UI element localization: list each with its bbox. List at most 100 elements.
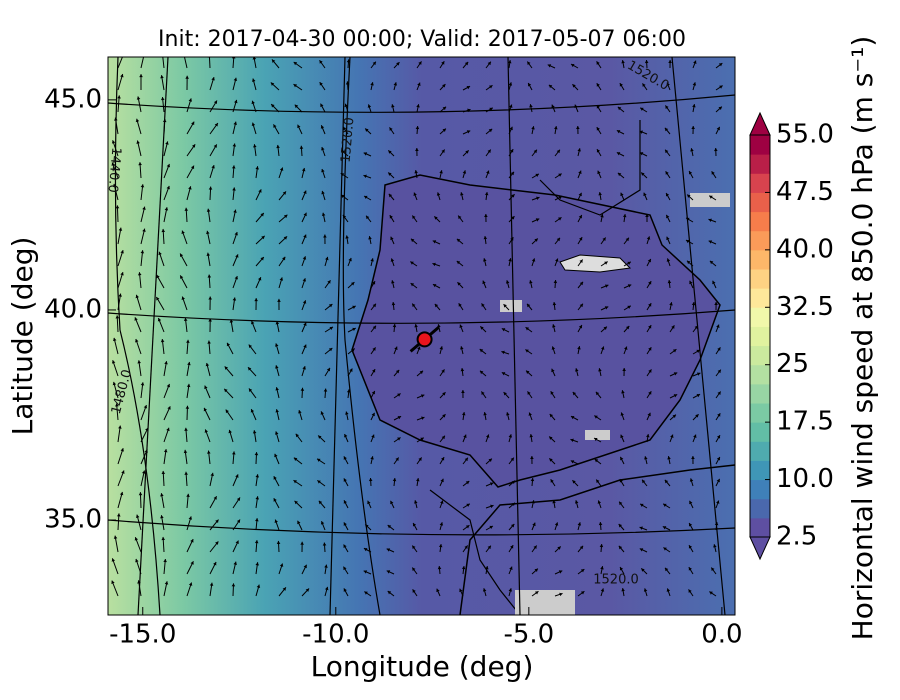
- wind-arrow-head: [510, 524, 515, 528]
- wind-arrow-head: [342, 214, 347, 219]
- wind-arrow-head: [686, 239, 690, 244]
- wind-arrow-head: [672, 349, 677, 353]
- wind-arrow-head: [156, 296, 160, 301]
- wind-arrow-head: [136, 96, 141, 100]
- wind-arrow-head: [297, 520, 301, 525]
- wind-arrow-head: [270, 82, 275, 86]
- y-tick-label: 35.0: [44, 505, 102, 535]
- wind-arrow-head: [441, 457, 445, 461]
- wind-arrow-head: [625, 237, 629, 242]
- wind-arrow-head: [167, 406, 171, 410]
- wind-arrow-head: [111, 580, 115, 584]
- wind-arrow-head: [166, 185, 170, 190]
- wind-arrow-head: [442, 84, 446, 88]
- wind-arrow-head: [664, 127, 669, 132]
- wind-arrow-head: [489, 85, 493, 89]
- wind-arrow-head: [236, 519, 241, 523]
- wind-arrow-head: [251, 100, 255, 105]
- wind-arrow-head: [371, 412, 375, 417]
- wind-arrow-head: [318, 435, 322, 439]
- wind-arrow-head: [140, 184, 145, 188]
- wind-arrow-head: [271, 59, 276, 63]
- colorbar-band: [750, 498, 770, 519]
- wind-arrow-head: [598, 368, 602, 372]
- wind-arrow-head: [510, 457, 514, 462]
- wind-arrow-head: [120, 272, 124, 276]
- wind-arrow-head: [692, 104, 696, 108]
- wind-arrow-head: [719, 85, 723, 89]
- wind-arrow-head: [547, 64, 552, 68]
- wind-arrow-head: [327, 280, 331, 284]
- wind-arrow-head: [366, 215, 370, 220]
- wind-arrow-head: [305, 588, 310, 592]
- wind-arrow-head: [714, 522, 719, 526]
- wind-arrow-head: [386, 570, 391, 574]
- wind-arrow-head: [134, 537, 139, 541]
- wind-arrow-head: [644, 456, 648, 460]
- wind-arrow-head: [558, 173, 562, 177]
- wind-arrow-head: [412, 303, 416, 308]
- wind-arrow-head: [346, 59, 351, 63]
- wind-arrow-head: [207, 274, 212, 278]
- wind-arrow-head: [465, 150, 469, 154]
- wind-arrow-head: [508, 588, 513, 592]
- wind-arrow-head: [713, 544, 717, 548]
- wind-arrow-head: [207, 450, 211, 454]
- wind-arrow-head: [186, 383, 191, 388]
- wind-arrow-head: [345, 411, 349, 415]
- wind-arrow-head: [501, 350, 505, 355]
- wind-arrow-head: [717, 391, 721, 395]
- wind-arrow-head: [416, 478, 420, 482]
- wind-arrow-head: [465, 481, 470, 485]
- wind-arrow-head: [716, 126, 720, 131]
- contour-label: 1520.0: [339, 117, 358, 164]
- wind-arrow-head: [351, 348, 355, 352]
- colorbar-band: [750, 422, 770, 442]
- wind-arrow-head: [439, 170, 443, 174]
- wind-arrow-head: [226, 342, 231, 347]
- wind-arrow-head: [717, 347, 721, 351]
- wind-arrow-head: [501, 328, 506, 332]
- wind-arrow-head: [275, 409, 279, 413]
- wind-arrow-head: [663, 503, 667, 507]
- wind-arrow-head: [234, 99, 238, 104]
- wind-arrow-head: [236, 497, 241, 501]
- colorbar-label: Horizontal wind speed at 850.0 hPa (m s⁻…: [846, 36, 879, 641]
- wind-arrow-head: [570, 416, 575, 420]
- wind-arrow-head: [572, 84, 576, 88]
- wind-arrow-head: [553, 280, 558, 284]
- wind-arrow-head: [572, 480, 576, 484]
- wind-arrow-head: [142, 53, 146, 56]
- wind-arrow-head: [647, 412, 651, 417]
- wind-arrow-head: [648, 281, 652, 285]
- wind-arrow-head: [663, 547, 667, 551]
- wind-arrow-head: [388, 193, 393, 198]
- wind-arrow-head: [665, 149, 669, 154]
- wind-arrow-head: [188, 582, 193, 586]
- wind-arrow-head: [160, 339, 165, 343]
- wind-arrow-head: [480, 326, 484, 330]
- wind-arrow-head: [556, 237, 560, 242]
- wind-arrow-head: [256, 584, 261, 588]
- wind-arrow-head: [390, 500, 394, 505]
- x-tick-label: 0.0: [701, 620, 742, 650]
- wind-arrow-head: [318, 500, 323, 505]
- wind-arrow-head: [693, 434, 697, 438]
- wind-arrow-head: [689, 500, 693, 505]
- wind-arrow-head: [441, 369, 445, 373]
- wind-arrow-head: [574, 500, 579, 504]
- wind-arrow-head: [213, 496, 217, 500]
- wind-arrow-head: [490, 504, 494, 509]
- wind-arrow-head: [432, 284, 437, 288]
- wind-arrow-head: [364, 591, 368, 595]
- wind-arrow-head: [690, 148, 694, 152]
- wind-arrow-head: [554, 126, 558, 130]
- wind-arrow-head: [598, 192, 602, 196]
- wind-arrow-head: [434, 216, 438, 220]
- wind-arrow-head: [211, 77, 215, 81]
- colorbar-tick-label: 47.5: [776, 177, 834, 207]
- wind-arrow-head: [421, 416, 425, 420]
- wind-arrow-head: [343, 544, 347, 549]
- wind-arrow-head: [293, 84, 298, 88]
- wind-arrow-head: [277, 298, 281, 302]
